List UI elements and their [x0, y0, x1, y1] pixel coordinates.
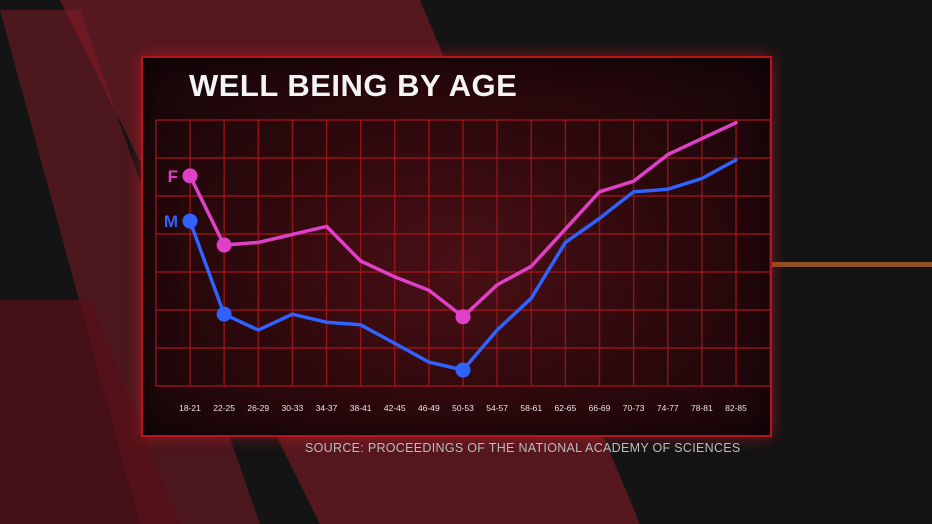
marker-f-22-25	[216, 237, 232, 253]
x-tick-label: 62-65	[555, 403, 577, 413]
marker-f-50-53	[455, 309, 471, 325]
x-tick-label: 50-53	[452, 403, 474, 413]
x-tick-label: 58-61	[520, 403, 542, 413]
chart-title: WELL BEING BY AGE	[189, 68, 518, 103]
x-tick-label: 66-69	[589, 403, 611, 413]
x-tick-label: 74-77	[657, 403, 679, 413]
red-stripe-lower	[0, 300, 180, 524]
x-tick-label: 42-45	[384, 403, 406, 413]
series-label-f: F	[168, 167, 178, 186]
orange-streak	[770, 262, 932, 267]
x-tick-label: 34-37	[316, 403, 338, 413]
x-tick-label: 82-85	[725, 403, 747, 413]
marker-m-50-53	[455, 362, 471, 378]
x-tick-label: 30-33	[282, 403, 304, 413]
x-tick-label: 46-49	[418, 403, 440, 413]
x-tick-label: 54-57	[486, 403, 508, 413]
x-tick-label: 18-21	[179, 403, 201, 413]
x-tick-label: 38-41	[350, 403, 372, 413]
marker-f-18-21	[182, 168, 198, 184]
x-tick-label: 22-25	[213, 403, 235, 413]
source-caption: SOURCE: PROCEEDINGS OF THE NATIONAL ACAD…	[305, 441, 741, 455]
marker-m-18-21	[182, 213, 198, 229]
marker-m-22-25	[216, 306, 232, 322]
x-tick-label: 78-81	[691, 403, 713, 413]
x-tick-label: 70-73	[623, 403, 645, 413]
x-tick-label: 26-29	[247, 403, 269, 413]
series-label-m: M	[164, 212, 178, 231]
